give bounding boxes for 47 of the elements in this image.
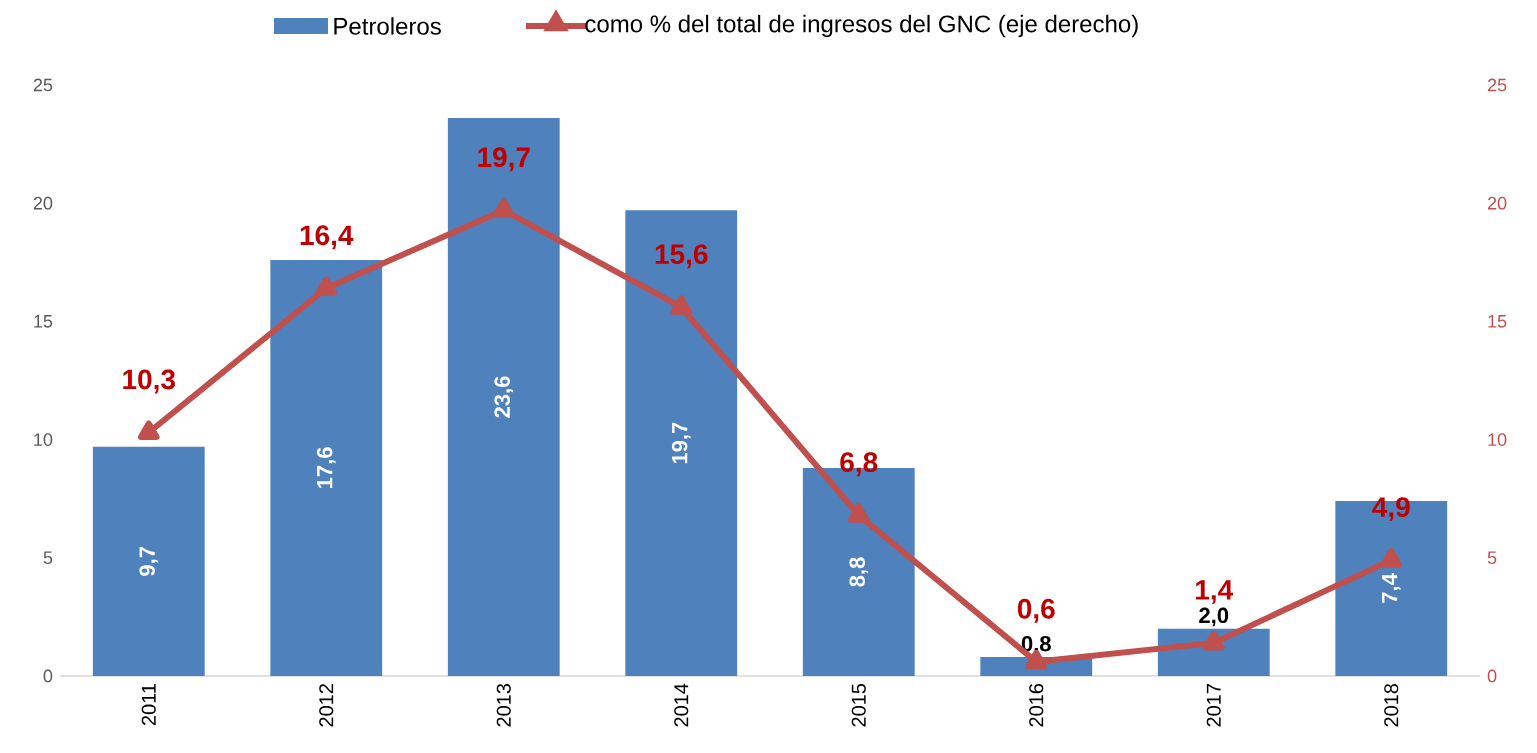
y-tick-label: 5 [43, 551, 53, 565]
data-label: 0,6 [1017, 598, 1055, 623]
x-tick-label: 2014 [674, 683, 689, 727]
y2-tick-label: 0 [1487, 669, 1497, 683]
y2-tick-label: 15 [1488, 315, 1507, 328]
legend-label: Petroleros [334, 17, 441, 35]
data-label: 19,7 [671, 422, 691, 464]
data-label: 9,7 [139, 547, 159, 576]
y-tick-label: 25 [33, 78, 53, 92]
y2-tick-label: 10 [1488, 433, 1507, 446]
bar [270, 259, 383, 676]
data-label: 8,8 [849, 557, 869, 587]
point [670, 295, 693, 315]
data-label: 15,6 [655, 244, 708, 269]
data-label: 1,4 [1196, 580, 1234, 604]
bar [625, 210, 738, 676]
point [1202, 630, 1225, 651]
point [137, 420, 160, 440]
x-tick-label: 2013 [496, 683, 511, 727]
data-label: 10,3 [123, 369, 175, 394]
y-tick-label: 20 [33, 196, 53, 210]
y-tick-label: 10 [34, 433, 53, 446]
data-label: 2,0 [1199, 607, 1229, 627]
x-tick-label: 2012 [319, 684, 334, 727]
point [1380, 548, 1403, 568]
data-label: 17,6 [316, 447, 336, 488]
legend-label: como % del total de ingresos del GNC (eje derecho) [585, 14, 1138, 38]
data-label: 19,7 [478, 147, 530, 172]
x-tick-label: 2018 [1384, 683, 1399, 727]
x-tick-label: 2016 [1029, 683, 1044, 727]
y-tick-label: 0 [43, 669, 53, 683]
point [315, 276, 338, 296]
x-tick-label: 2017 [1206, 684, 1221, 727]
x-tick-label: 2015 [851, 683, 866, 727]
bar [447, 118, 560, 676]
data-label: 7,4 [1382, 573, 1401, 603]
bar [92, 446, 205, 676]
point [847, 503, 870, 523]
y2-tick-label: 25 [1487, 78, 1507, 92]
y2-tick-label: 20 [1487, 196, 1507, 210]
point [492, 198, 515, 218]
y2-tick-label: 5 [1487, 551, 1497, 565]
y-tick-label: 15 [34, 315, 53, 328]
x-tick-label: 2011 [141, 684, 156, 726]
data-label: 4,9 [1372, 497, 1410, 522]
data-label: 16,4 [300, 225, 354, 250]
data-label: 23,6 [494, 376, 514, 418]
